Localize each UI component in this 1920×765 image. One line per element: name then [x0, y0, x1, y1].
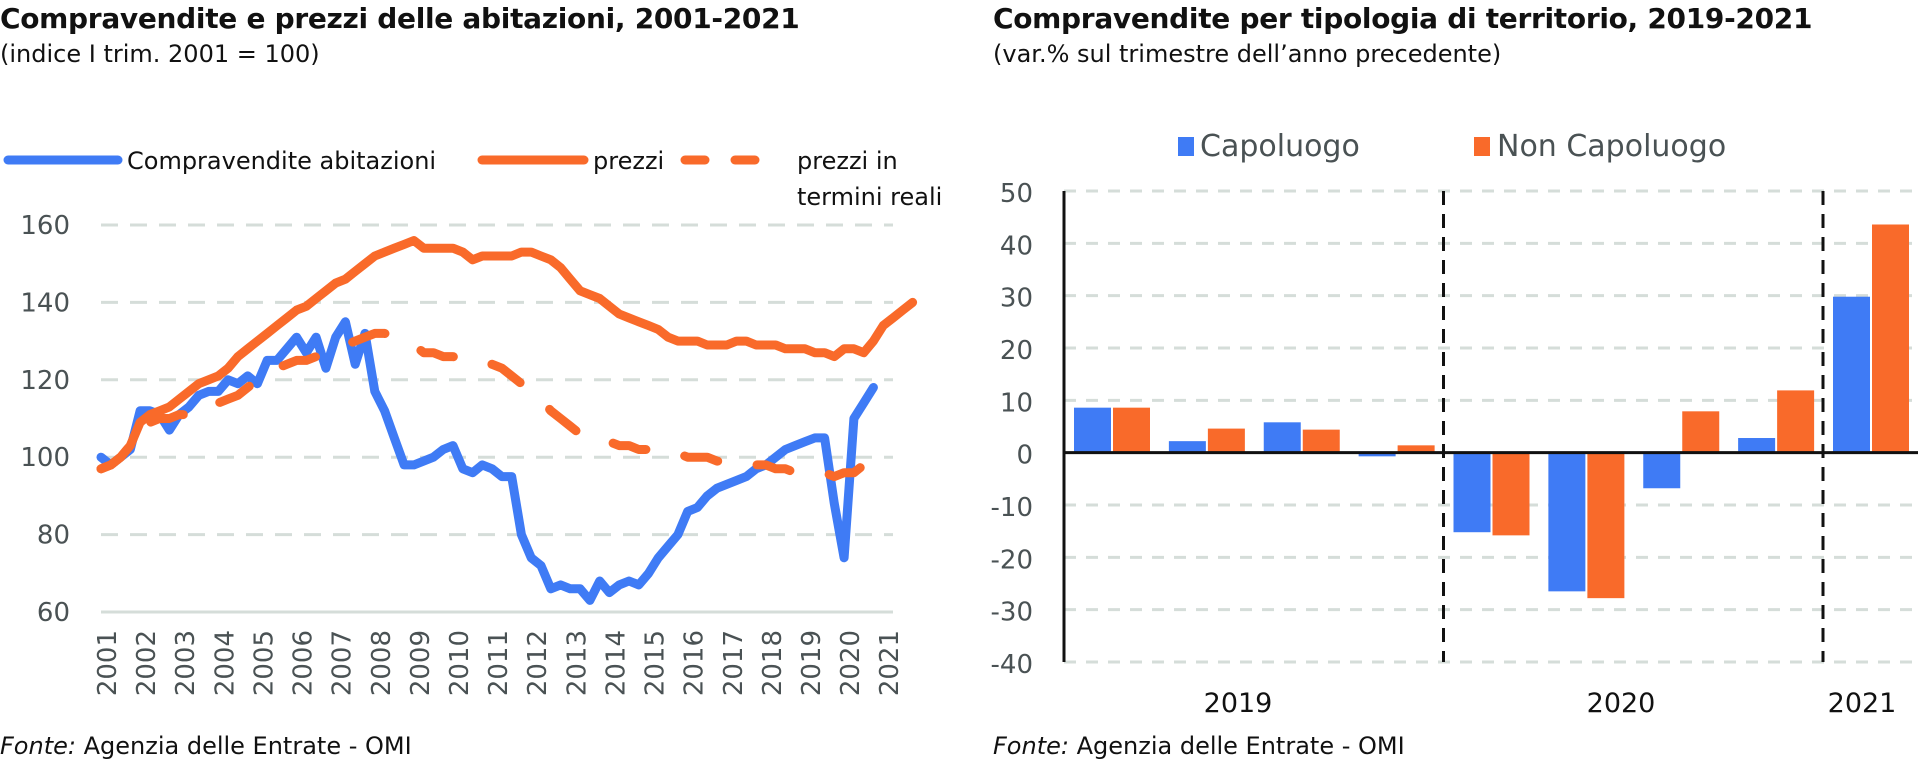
source-label: Fonte: [0, 732, 76, 760]
y-tick-label: 140 [20, 288, 70, 318]
bar-capoluogo [1643, 452, 1681, 489]
x-tick-label: 2005 [249, 630, 279, 696]
y-tick-label: -20 [991, 545, 1033, 575]
y-tick-label: -10 [991, 493, 1033, 523]
x-group-label: 2019 [1204, 688, 1273, 719]
x-tick-label: 2013 [562, 630, 592, 696]
source-text: Agenzia delle Entrate - OMI [75, 732, 412, 760]
bar-non-capoluogo [1302, 429, 1340, 453]
y-tick-label: -40 [991, 650, 1033, 680]
y-tick-label: -30 [991, 598, 1033, 628]
x-tick-label: 2018 [758, 630, 788, 696]
bar-non-capoluogo [1207, 428, 1245, 453]
y-tick-label: 100 [20, 443, 70, 473]
source-label: Fonte: [993, 732, 1069, 760]
x-tick-label: 2003 [171, 630, 201, 696]
x-tick-label: 2002 [132, 630, 162, 696]
legend-label-capoluogo: Capoluogo [1200, 129, 1360, 164]
x-tick-label: 2017 [719, 630, 749, 696]
x-tick-label: 2004 [210, 630, 240, 696]
bar-non-capoluogo [1682, 411, 1720, 453]
legend-label-non-capoluogo: Non Capoluogo [1497, 129, 1726, 164]
legend-swatch-capoluogo [1178, 137, 1194, 156]
right-bar-chart: 50 40 30 20 10 0 -10 -20 -30 -40 2019 2020 2021 Capol… [991, 129, 1918, 719]
bar-capoluogo [1548, 452, 1586, 592]
series-line-prezzi-in-termini-reali [96, 328, 888, 482]
x-tick-label: 2016 [680, 630, 710, 696]
right-chart-subtitle: (var.% sul trimestre dell’anno precedent… [993, 40, 1502, 68]
bar-capoluogo [1263, 422, 1301, 453]
source-text: Agenzia delle Entrate - OMI [1068, 732, 1405, 760]
x-tick-label: 2008 [367, 630, 397, 696]
x-tick-label: 2021 [875, 630, 905, 696]
bar-non-capoluogo [1872, 224, 1909, 453]
x-tick-label: 2012 [523, 630, 553, 696]
legend-label-prezzi-reali: prezzi in [797, 147, 898, 175]
x-tick-label: 2015 [641, 630, 671, 696]
legend-label-compravendite: Compravendite abitazioni [127, 147, 436, 175]
bar-non-capoluogo [1777, 390, 1815, 453]
bar-non-capoluogo [1113, 407, 1150, 453]
right-source: Fonte: Agenzia delle Entrate - OMI [993, 732, 1405, 760]
x-group-label: 2021 [1828, 688, 1897, 719]
y-tick-label: 30 [1000, 284, 1033, 314]
y-tick-label: 160 [20, 211, 70, 241]
series-line-compravendite-abitazioni [96, 317, 878, 605]
x-tick-label: 2020 [836, 630, 866, 696]
left-source: Fonte: Agenzia delle Entrate - OMI [0, 732, 412, 760]
x-tick-label: 2019 [797, 630, 827, 696]
bar-capoluogo [1358, 452, 1396, 457]
x-tick-label: 2006 [289, 630, 319, 696]
bar-capoluogo [1453, 452, 1491, 533]
y-tick-label: 60 [37, 598, 70, 628]
y-tick-label: 80 [37, 521, 70, 551]
x-tick-label: 2009 [406, 630, 436, 696]
bar-capoluogo [1833, 296, 1870, 453]
x-tick-label: 2014 [601, 630, 631, 696]
bar-non-capoluogo [1492, 452, 1530, 536]
x-tick-label: 2010 [445, 630, 475, 696]
bar-non-capoluogo [1587, 452, 1625, 599]
y-tick-label: 120 [20, 366, 70, 396]
bar-capoluogo [1738, 438, 1776, 453]
x-tick-label: 2007 [328, 630, 358, 696]
right-chart-title: Compravendite per tipologia di territori… [993, 2, 1813, 35]
bar-capoluogo [1074, 407, 1111, 453]
y-tick-label: 20 [1000, 336, 1033, 366]
bar-non-capoluogo [1397, 445, 1435, 453]
bar-capoluogo [1168, 441, 1206, 453]
left-chart-title: Compravendite e prezzi delle abitazioni,… [0, 2, 800, 35]
legend-swatch-non-capoluogo [1474, 137, 1490, 156]
y-tick-label: 40 [1000, 231, 1033, 261]
x-group-label: 2020 [1587, 688, 1656, 719]
left-line-chart: 160 140 120 100 80 60 2001 2002 2003 2004 2005 2006… [3, 147, 942, 696]
y-tick-label: 0 [1016, 441, 1033, 471]
y-tick-label: 10 [1000, 388, 1033, 418]
legend-label-prezzi-reali-line2: termini reali [797, 183, 942, 211]
left-chart-subtitle: (indice I trim. 2001 = 100) [0, 40, 320, 68]
x-tick-label: 2001 [93, 630, 123, 696]
legend-label-prezzi: prezzi [593, 147, 664, 175]
y-tick-label: 50 [1000, 179, 1033, 209]
x-tick-label: 2011 [484, 630, 514, 696]
series-line-prezzi [96, 236, 918, 474]
